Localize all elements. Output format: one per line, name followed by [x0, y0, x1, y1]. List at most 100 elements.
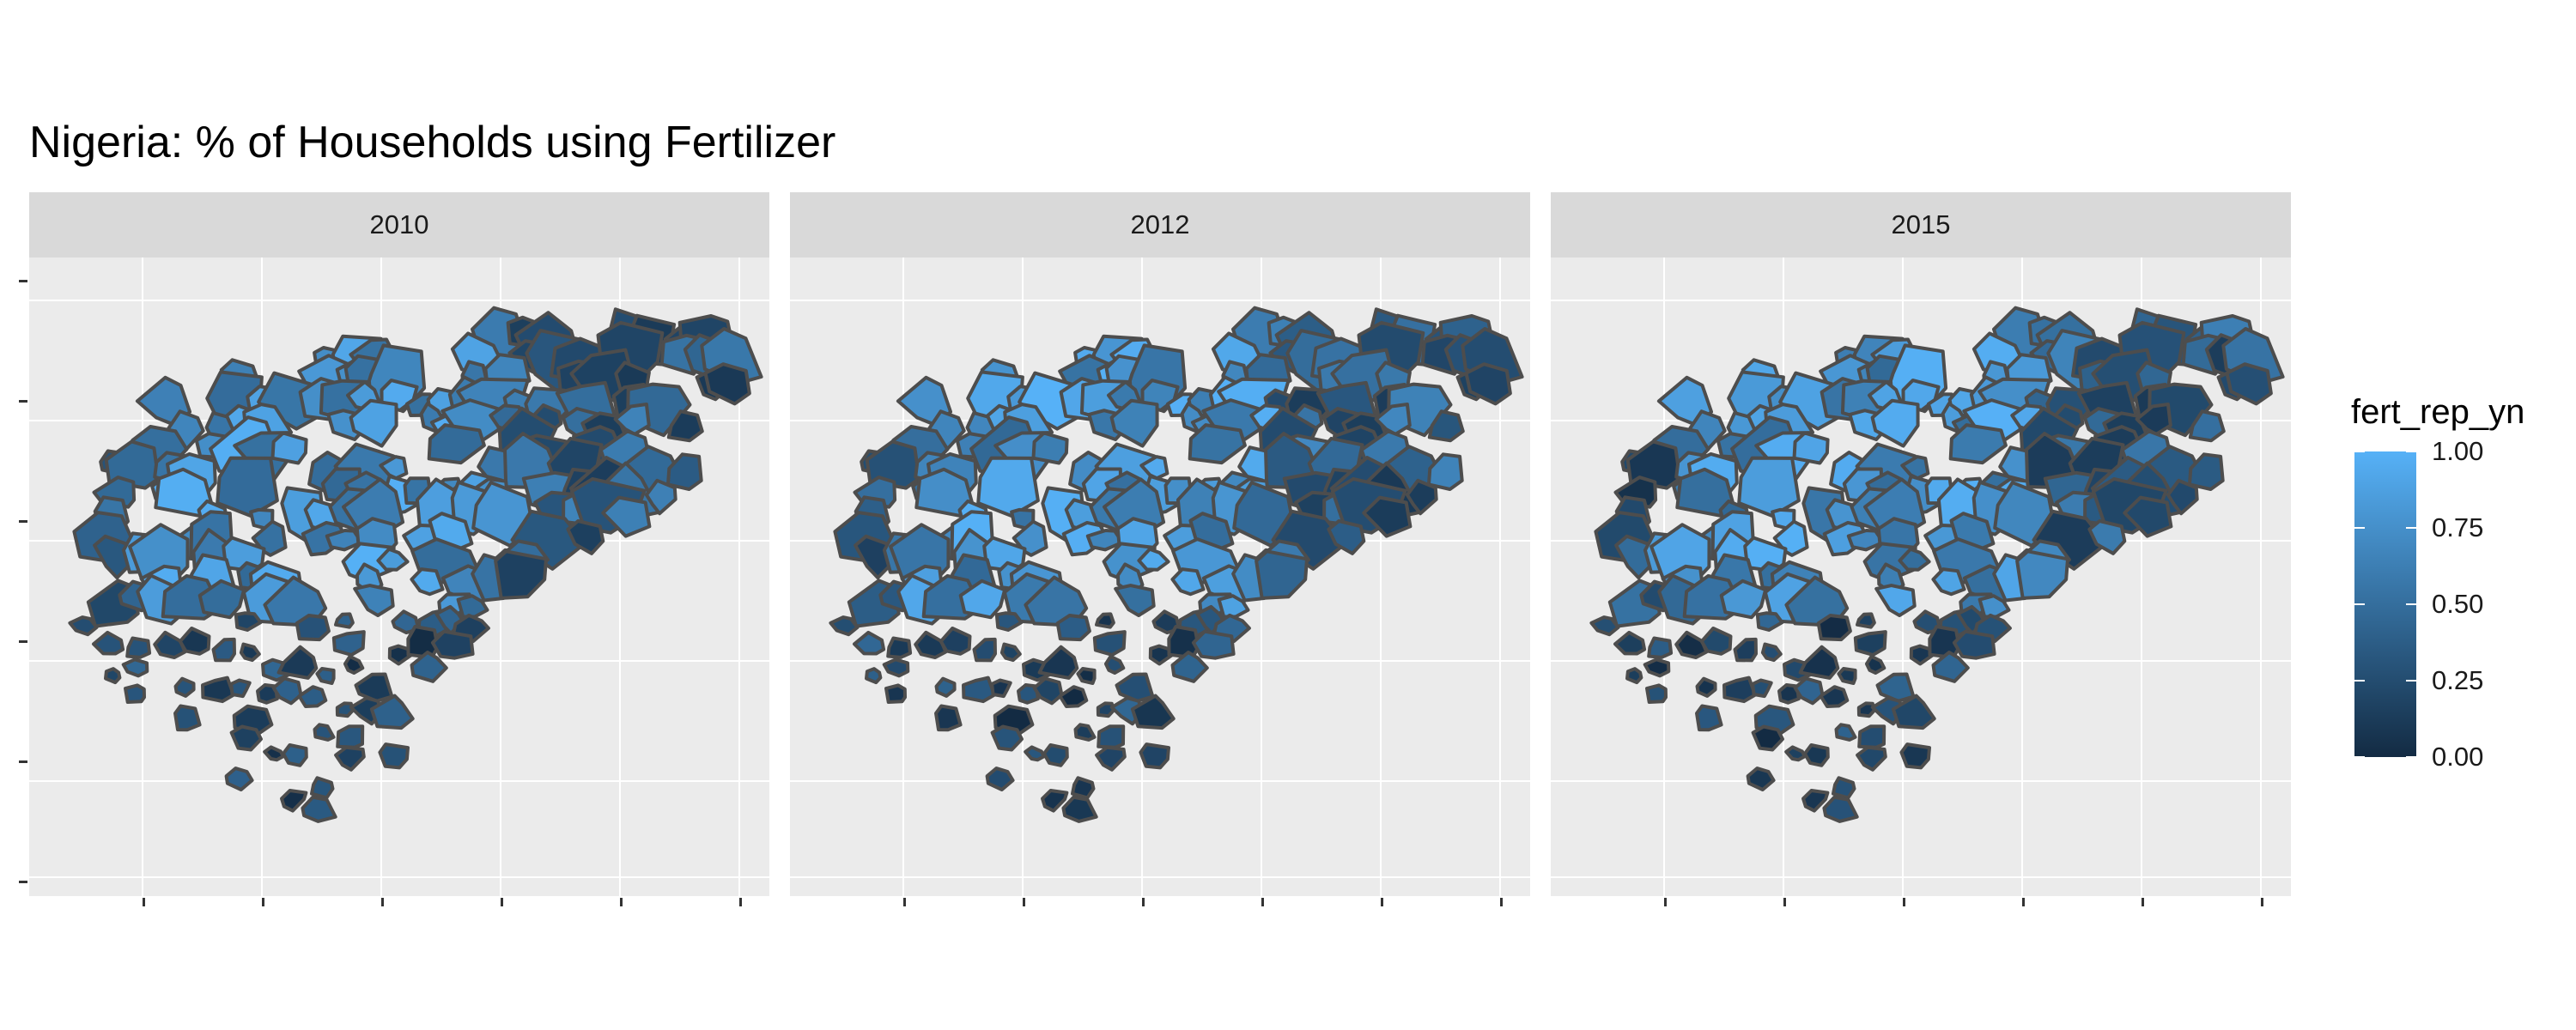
- map-region: [1114, 584, 1156, 617]
- map-region: [2087, 519, 2127, 555]
- map-region: [1891, 694, 1936, 730]
- map-region: [1095, 745, 1127, 772]
- map-region: [1722, 676, 1757, 704]
- map-region: [2166, 478, 2199, 516]
- map-region: [1898, 547, 1931, 572]
- map-region: [865, 667, 883, 685]
- map-region: [211, 637, 236, 663]
- map-region: [1625, 667, 1643, 685]
- map-region: [410, 567, 445, 597]
- map-region: [310, 776, 335, 800]
- map-region: [1103, 654, 1126, 675]
- map-region: [1695, 704, 1723, 732]
- map-region: [1822, 520, 1870, 557]
- map-region: [1055, 614, 1091, 642]
- map-region: [1870, 398, 1920, 448]
- facet-panel-2010: 2010: [29, 192, 769, 896]
- map-region: [229, 724, 263, 752]
- facet-panel-2012: 2012: [790, 192, 1530, 896]
- map-region: [2225, 362, 2273, 406]
- x-axis-tick: [1381, 898, 1383, 906]
- x-axis-tick: [739, 898, 742, 906]
- map-region: [990, 678, 1012, 699]
- map-region: [1912, 609, 1942, 635]
- map-region: [1647, 636, 1674, 659]
- map-region: [2188, 452, 2225, 491]
- map-region: [335, 701, 355, 718]
- map-region: [1798, 645, 1840, 680]
- legend-tick-label: 0.50: [2432, 589, 2484, 619]
- x-axis-tick: [1783, 898, 1786, 906]
- x-axis-tick: [620, 898, 623, 906]
- x-axis-tick: [1023, 898, 1025, 906]
- map-region: [173, 704, 202, 732]
- map-region: [121, 657, 149, 678]
- map-region: [1837, 667, 1857, 685]
- x-axis-tick: [1500, 898, 1503, 906]
- map-region: [1874, 584, 1917, 617]
- map-region: [1822, 795, 1859, 823]
- map-region: [331, 630, 366, 657]
- map-region: [1751, 724, 1784, 752]
- map-region: [239, 642, 261, 663]
- map-region: [1784, 745, 1807, 762]
- map-region: [1405, 478, 1438, 516]
- legend-tick-label: 0.25: [2432, 665, 2484, 695]
- x-axis-tick: [143, 898, 145, 906]
- map-region: [1085, 529, 1125, 552]
- map-region: [829, 615, 860, 637]
- map-region: [1139, 742, 1170, 770]
- map-region: [886, 636, 913, 659]
- map-region: [1191, 629, 1236, 660]
- map-region: [1719, 579, 1768, 620]
- map-region: [1042, 743, 1069, 767]
- map-region: [939, 627, 972, 656]
- x-axis-tick: [262, 898, 264, 906]
- x-axis-tick: [381, 898, 384, 906]
- map-region: [297, 685, 328, 708]
- map-region: [1095, 612, 1115, 629]
- y-axis-tick: [19, 400, 27, 403]
- map-region: [2123, 495, 2173, 538]
- map-region: [666, 409, 704, 443]
- map-regions: [1589, 306, 2285, 823]
- map-region: [229, 678, 252, 699]
- map-region: [1931, 651, 1970, 683]
- map-region: [1188, 423, 1247, 465]
- map-region: [92, 630, 125, 656]
- map-region: [2015, 549, 2069, 600]
- map-region: [1170, 651, 1209, 683]
- y-axis-tick: [19, 640, 27, 643]
- map-region: [1427, 452, 1464, 491]
- map-region: [1733, 637, 1758, 663]
- map-region: [1137, 547, 1170, 572]
- map-region: [1856, 745, 1887, 772]
- map-region: [494, 549, 548, 600]
- map-region: [295, 614, 331, 642]
- y-axis-tick: [19, 881, 27, 883]
- map-region: [1793, 676, 1825, 706]
- map-region: [1037, 645, 1079, 680]
- map-region: [427, 423, 486, 465]
- map-region: [1760, 642, 1783, 663]
- map-region: [1092, 630, 1127, 657]
- map-region: [1271, 509, 1347, 571]
- x-axis-tick: [1903, 898, 1905, 906]
- map-region: [178, 627, 211, 656]
- map-region: [201, 676, 235, 704]
- legend-tick-label: 1.00: [2432, 436, 2484, 466]
- x-axis-tick: [1261, 898, 1264, 906]
- map-region: [1755, 611, 1784, 632]
- map-region: [369, 694, 415, 730]
- map-region: [1751, 678, 1773, 699]
- map-region: [301, 520, 349, 557]
- map-region: [68, 615, 99, 637]
- map-region: [1645, 683, 1668, 704]
- map-region: [315, 667, 336, 685]
- map-region: [1857, 724, 1886, 749]
- legend-tick-label: 0.00: [2432, 742, 2484, 772]
- choropleth-map: [790, 258, 1530, 896]
- map-region: [1327, 519, 1366, 555]
- map-region: [334, 612, 355, 629]
- map-region: [1071, 776, 1096, 800]
